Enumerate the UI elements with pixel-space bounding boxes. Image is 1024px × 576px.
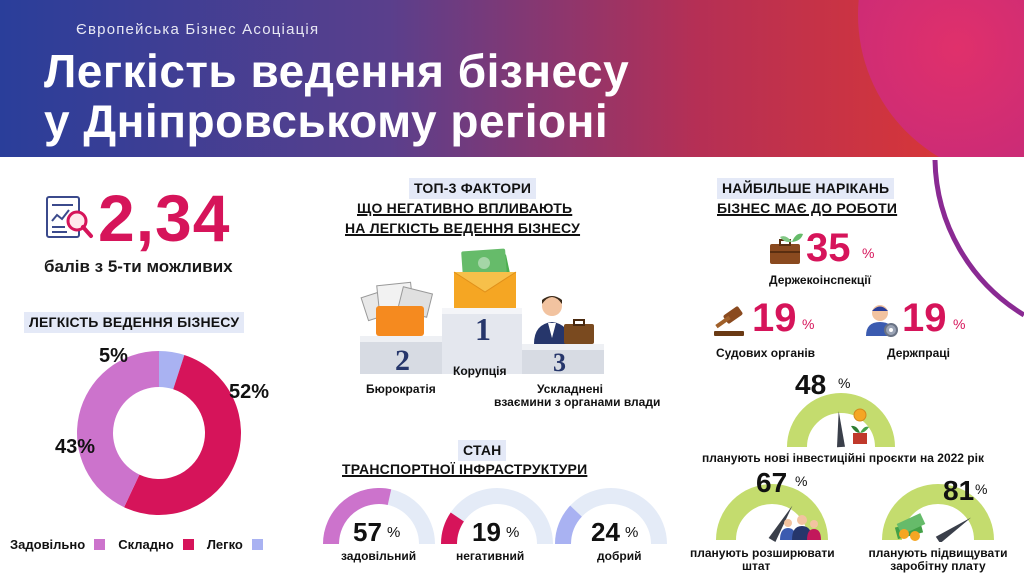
gauge-track bbox=[787, 393, 895, 448]
transport-label-satisfactory: задовільний bbox=[341, 549, 417, 563]
gauge-needle bbox=[837, 411, 845, 448]
page-title-line2: у Дніпровському регіоні bbox=[44, 95, 609, 147]
gauge-needle bbox=[935, 517, 972, 542]
podium-label-relations-line2: взаємини з органами влади bbox=[494, 395, 661, 409]
transport-value-negative: 19 bbox=[472, 517, 501, 547]
transport-value-satisfactory: 57 bbox=[353, 517, 382, 547]
transport-arc-negative bbox=[441, 488, 553, 545]
donut-label-hard: 52% bbox=[229, 381, 270, 403]
plan-value-staff: 67 bbox=[756, 467, 788, 498]
header-decor-circle bbox=[858, 0, 1024, 157]
transport-pct-negative: % bbox=[506, 524, 520, 541]
ease-heading: ЛЕГКІСТЬ ВЕДЕННЯ БІЗНЕСУ bbox=[24, 312, 245, 333]
podium-rank-1: 1 bbox=[475, 311, 491, 347]
plant-coin-icon bbox=[851, 408, 869, 444]
plan-caption-staff-line1: планують розширювати bbox=[690, 546, 835, 560]
legend-label-hard: Складно bbox=[118, 537, 174, 552]
donut-label-light: 5% bbox=[99, 345, 128, 367]
score-value: 2,34 bbox=[98, 181, 231, 255]
complaint-label-courts: Судових органів bbox=[716, 346, 816, 360]
transport-label-negative: негативний bbox=[456, 549, 525, 563]
podium-blocks: 2 1 3 bbox=[360, 308, 604, 375]
podium-label-relations-line1: Ускладнені bbox=[537, 382, 603, 396]
podium-rank-2: 2 bbox=[395, 344, 410, 375]
complaint-pct-eco: % bbox=[862, 245, 875, 261]
podium-label-corruption: Корупція bbox=[453, 364, 507, 378]
transport-arc-fill bbox=[555, 505, 583, 545]
legend-label-light: Легко bbox=[206, 537, 243, 552]
plan-caption-staff: планують розширювати штат bbox=[690, 547, 840, 573]
money-stack-icon bbox=[894, 513, 926, 541]
gauge-staff bbox=[716, 484, 828, 542]
complaint-pct-courts: % bbox=[802, 316, 815, 332]
transport-arc-satisfactory bbox=[323, 488, 435, 545]
donut-slice-satisfactory bbox=[77, 351, 159, 508]
money-envelope-icon bbox=[453, 248, 517, 308]
transport-label-good: добрий bbox=[597, 549, 642, 563]
gauge-salary bbox=[882, 484, 994, 542]
top3-heading-line2: НА ЛЕГКІСТЬ ВЕДЕННЯ БІЗНЕСУ bbox=[345, 220, 581, 236]
transport-tag: СТАН bbox=[458, 440, 507, 461]
transport-arc-fill bbox=[441, 512, 465, 545]
transport-heading: ТРАНСПОРТНОЇ ІНФРАСТРУКТУРИ bbox=[342, 461, 588, 477]
gauge-investments bbox=[787, 393, 895, 448]
complaint-value-courts: 19 bbox=[752, 296, 797, 340]
legend-swatch-light bbox=[251, 539, 263, 550]
header-banner: Європейська Бізнес Асоціація Легкість ве… bbox=[0, 0, 1024, 157]
podium-label-bureaucracy: Бюрократія bbox=[366, 382, 436, 396]
plan-caption-salary: планують підвищувати заробітну плату bbox=[855, 547, 1021, 573]
team-icon bbox=[780, 515, 821, 540]
plan-value-investments: 48 bbox=[795, 369, 827, 400]
gavel-icon bbox=[714, 306, 744, 336]
organization-name: Європейська Бізнес Асоціація bbox=[76, 21, 320, 38]
top3-tag: ТОП-3 ФАКТОРИ bbox=[409, 178, 537, 199]
plan-caption-staff-line2: штат bbox=[742, 559, 771, 573]
complaints-tag: НАЙБІЛЬШЕ НАРІКАНЬ bbox=[717, 178, 895, 199]
transport-arc-good bbox=[555, 488, 667, 545]
plan-caption-investments: планують нові інвестиційні проєкти на 20… bbox=[702, 451, 984, 465]
worker-gear-icon bbox=[866, 305, 898, 337]
ease-legend: Задовільно Складно Легко bbox=[10, 537, 276, 552]
plan-pct-investments: % bbox=[838, 375, 851, 391]
page-title-line1: Легкість ведення бізнесу bbox=[44, 45, 630, 97]
plan-pct-staff: % bbox=[795, 473, 808, 489]
legend-swatch-hard bbox=[182, 539, 194, 550]
complaint-value-labor: 19 bbox=[902, 296, 947, 340]
plan-caption-salary-line2: заробітну плату bbox=[890, 559, 986, 573]
transport-pct-satisfactory: % bbox=[387, 524, 401, 541]
transport-value-good: 24 bbox=[591, 517, 620, 547]
complaints-heading: БІЗНЕС МАЄ ДО РОБОТИ bbox=[717, 200, 898, 216]
top3-heading-line1: ЩО НЕГАТИВНО ВПЛИВАЮТЬ bbox=[357, 200, 573, 216]
legend-label-satisfactory: Задовільно bbox=[10, 537, 86, 552]
plan-caption-salary-line1: планують підвищувати bbox=[868, 546, 1008, 560]
transport-pct-good: % bbox=[625, 524, 639, 541]
complaint-pct-labor: % bbox=[953, 316, 966, 332]
complaint-label-eco: Держекоінспекції bbox=[769, 273, 872, 287]
donut-slice-hard bbox=[124, 355, 242, 515]
complaint-label-labor: Держпраці bbox=[887, 346, 951, 360]
podium-graphic: 2 1 3 bbox=[360, 248, 604, 375]
ease-donut-chart bbox=[77, 351, 242, 515]
legend-swatch-satisfactory bbox=[94, 539, 106, 550]
donut-label-satisfactory: 43% bbox=[55, 436, 96, 458]
score-caption: балів з 5-ти можливих bbox=[44, 257, 233, 276]
plan-value-salary: 81 bbox=[943, 475, 975, 506]
paper-folder-icon bbox=[360, 281, 434, 336]
plan-pct-salary: % bbox=[975, 481, 988, 497]
businessman-briefcase-icon bbox=[534, 296, 594, 344]
report-magnifier-icon bbox=[46, 196, 93, 238]
podium-rank-3: 3 bbox=[553, 348, 566, 375]
transport-arc-fill bbox=[323, 488, 392, 545]
gauge-track bbox=[882, 484, 994, 541]
gauge-needle bbox=[768, 505, 793, 542]
donut-slice-light bbox=[159, 351, 185, 390]
complaint-value-eco: 35 bbox=[806, 226, 851, 270]
page-title: Легкість ведення бізнесу у Дніпровському… bbox=[44, 46, 629, 146]
eco-briefcase-icon bbox=[770, 233, 803, 264]
